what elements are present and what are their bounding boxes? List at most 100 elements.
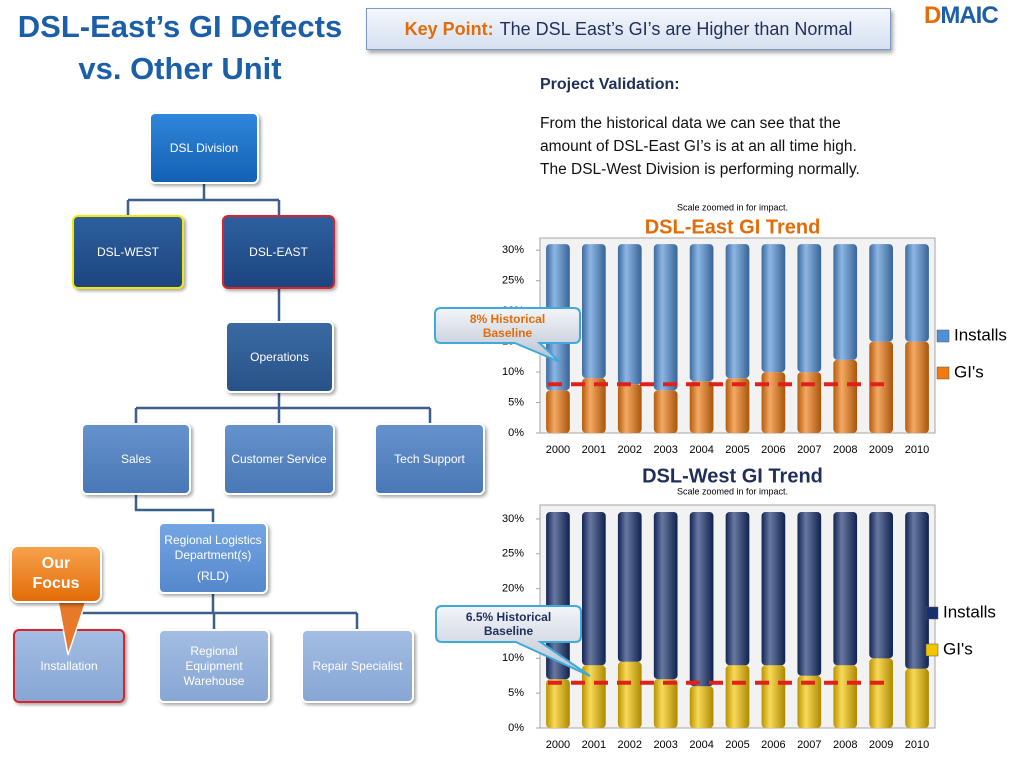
y-tick-label: 0% — [508, 427, 524, 439]
chart-subtitle: Scale zoomed in for impact. — [677, 202, 788, 212]
title-line: vs. Other Unit — [78, 51, 282, 86]
bar-segment — [653, 679, 678, 728]
validation-heading: Project Validation: — [540, 76, 680, 93]
bar-segment — [617, 244, 642, 385]
org-node: DSL-EAST — [222, 215, 335, 289]
x-tick-label: 2002 — [618, 739, 642, 751]
chart-title: DSL-West GI Trend — [642, 465, 823, 487]
text-line: amount of DSL-East GI’s is at an all tim… — [540, 138, 857, 155]
node-label: Installation — [40, 658, 98, 673]
y-tick-label: 25% — [502, 548, 524, 560]
bar-segment — [653, 390, 678, 433]
focus-callout: Our Focus — [10, 545, 102, 603]
node-label: Regional Equipment Warehouse — [183, 643, 245, 688]
node-label: Customer Service — [231, 451, 327, 466]
bar-segment — [617, 661, 642, 728]
node-label: DSL-EAST — [249, 244, 308, 259]
org-node: Regional Equipment Warehouse — [158, 629, 270, 703]
x-tick-label: 2008 — [833, 444, 857, 456]
bar-segment — [869, 658, 893, 728]
x-tick-label: 2009 — [869, 444, 893, 456]
x-tick-label: 2001 — [582, 444, 606, 456]
bar-segment — [761, 665, 786, 728]
x-tick-label: 2009 — [869, 739, 893, 751]
bar-segment — [761, 511, 786, 666]
bar-segment — [582, 244, 606, 379]
legend-swatch — [925, 606, 939, 620]
callout-text: 8% Historical Baseline — [469, 311, 546, 340]
y-tick-label: 10% — [502, 366, 524, 378]
x-tick-label: 2010 — [905, 444, 929, 456]
bar-segment — [617, 384, 642, 433]
bar-segment — [833, 359, 858, 433]
bar-segment — [725, 244, 750, 379]
legend-label: Installs — [954, 325, 1007, 344]
y-tick-label: 20% — [502, 583, 524, 595]
bar-segment — [689, 381, 714, 433]
y-tick-label: 30% — [502, 513, 524, 525]
org-node: DSL Division — [149, 112, 259, 184]
bar-segment — [582, 511, 606, 666]
org-node: Operations — [225, 321, 334, 393]
bar-segment — [797, 372, 822, 433]
org-node: Customer Service — [223, 423, 335, 495]
legend-label: Installs — [943, 602, 996, 621]
node-label: DSL Division — [169, 140, 239, 155]
bar-segment — [869, 244, 893, 342]
y-tick-label: 30% — [502, 244, 524, 256]
x-tick-label: 2003 — [653, 739, 677, 751]
y-tick-label: 0% — [508, 722, 524, 734]
bar-segment — [546, 390, 570, 433]
bar-segment — [725, 378, 750, 433]
y-tick-label: 25% — [502, 275, 524, 287]
text-line: The DSL-West Division is performing norm… — [540, 161, 860, 178]
x-tick-label: 2000 — [546, 444, 570, 456]
x-tick-label: 2004 — [689, 739, 713, 751]
key-point-label: Key Point: — [404, 18, 494, 39]
bar-segment — [833, 511, 858, 666]
callout-box — [435, 605, 591, 677]
legend-label: GI's — [943, 639, 973, 658]
x-tick-label: 2001 — [582, 739, 606, 751]
bar-segment — [689, 511, 714, 687]
org-node: Regional Logistics Department(s) (RLD) — [158, 522, 268, 594]
x-tick-label: 2007 — [797, 444, 821, 456]
node-sublabel: (RLD) — [197, 568, 229, 583]
bar-segment — [582, 378, 606, 433]
bar-segment — [689, 244, 714, 382]
connector — [126, 184, 281, 215]
bar-segment — [653, 244, 678, 391]
logo-rest: MAIC — [940, 2, 998, 29]
slide-title: DSL-East’s GI Defects vs. Other Unit — [0, 6, 360, 90]
bar-segment — [653, 511, 678, 680]
key-point-text: The DSL East’s GI’s are Higher than Norm… — [499, 18, 853, 39]
y-tick-label: 5% — [508, 396, 524, 408]
chart-title: DSL-East GI Trend — [645, 216, 821, 238]
connector — [134, 495, 215, 522]
legend-swatch — [936, 366, 950, 380]
bar-segment — [617, 511, 642, 662]
x-tick-label: 2006 — [761, 739, 785, 751]
bar-segment — [725, 511, 750, 666]
chart-subtitle: Scale zoomed in for impact. — [677, 486, 788, 496]
x-tick-label: 2010 — [905, 739, 929, 751]
text-line: From the historical data we can see that… — [540, 115, 841, 132]
node-label: Repair Specialist — [312, 658, 403, 673]
bar-segment — [869, 511, 893, 659]
bar-segment — [905, 244, 929, 342]
callout-text-box: 8% Historical Baseline — [469, 311, 546, 340]
x-tick-label: 2003 — [653, 444, 677, 456]
bar-segment — [905, 668, 929, 728]
legend-swatch — [936, 329, 950, 343]
y-tick-label: 10% — [502, 652, 524, 664]
validation-text: From the historical data we can see that… — [540, 112, 860, 181]
node-label: Sales — [120, 451, 152, 466]
x-tick-label: 2004 — [689, 444, 713, 456]
node-label: Regional Logistics Department(s) — [164, 532, 262, 562]
x-tick-label: 2007 — [797, 739, 821, 751]
connector — [134, 393, 432, 423]
org-node: DSL-WEST — [72, 215, 184, 289]
bar-segment — [905, 511, 929, 669]
